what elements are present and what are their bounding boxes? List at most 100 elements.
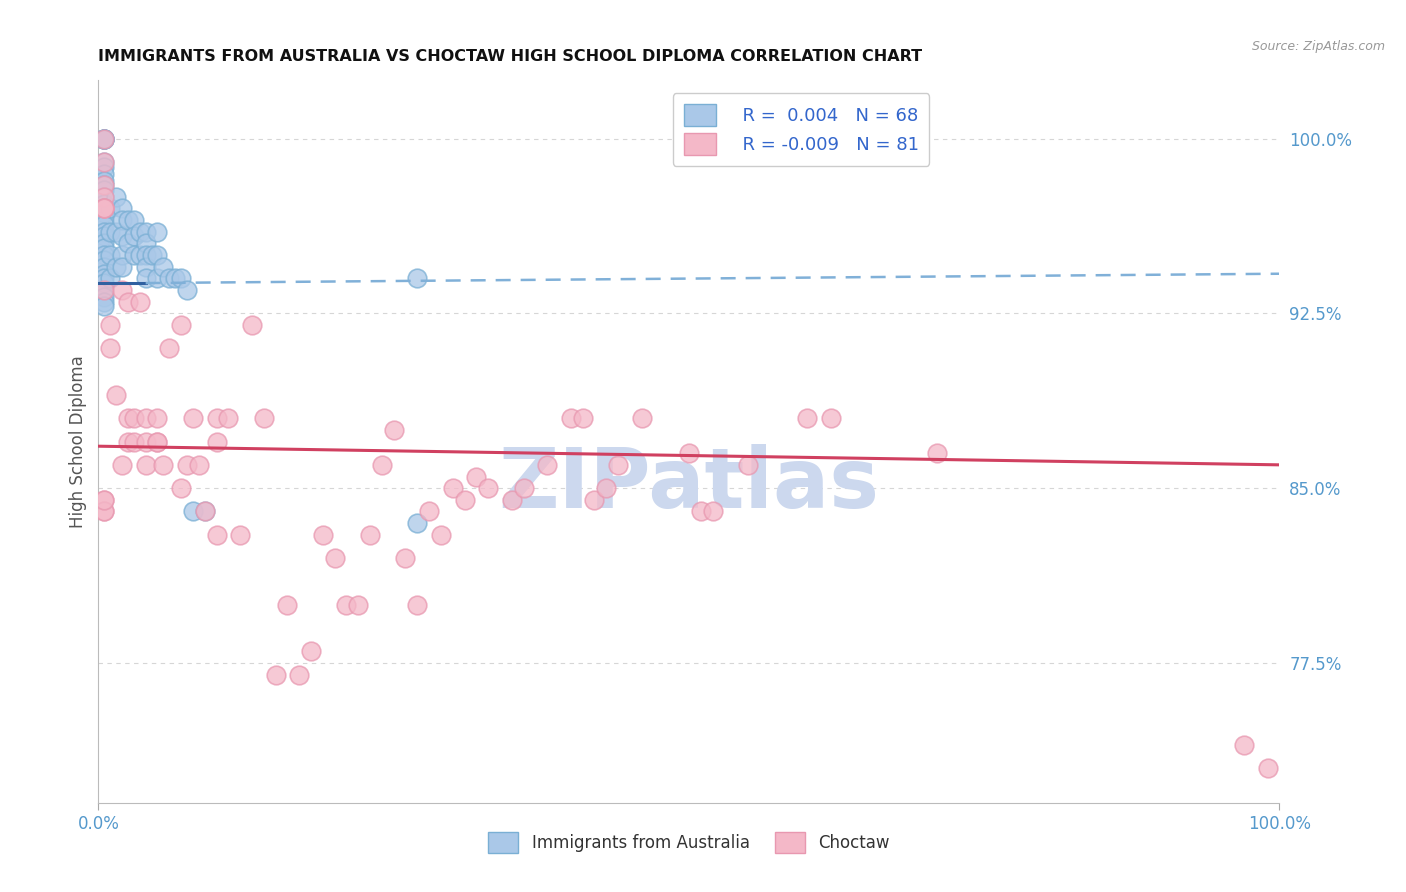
Point xyxy=(276,598,298,612)
Point xyxy=(430,528,453,542)
Point xyxy=(93,190,115,204)
Point xyxy=(117,213,139,227)
Point xyxy=(607,458,630,472)
Point xyxy=(157,341,180,355)
Point xyxy=(146,434,169,449)
Point xyxy=(93,183,115,197)
Point xyxy=(194,504,217,518)
Point xyxy=(146,271,169,285)
Point xyxy=(146,225,169,239)
Point xyxy=(796,411,818,425)
Point xyxy=(194,504,217,518)
Point xyxy=(93,492,115,507)
Point xyxy=(111,248,134,262)
Point xyxy=(117,236,139,251)
Point xyxy=(93,218,115,232)
Point xyxy=(264,667,287,681)
Point xyxy=(93,202,115,216)
Point xyxy=(93,236,115,251)
Point xyxy=(441,481,464,495)
Point xyxy=(170,271,193,285)
Point xyxy=(152,260,174,274)
Point xyxy=(93,294,115,309)
Point xyxy=(176,458,198,472)
Point xyxy=(93,131,115,145)
Point xyxy=(152,458,174,472)
Point xyxy=(135,271,157,285)
Point xyxy=(93,178,115,193)
Point xyxy=(117,434,139,449)
Point xyxy=(93,283,115,297)
Point xyxy=(93,504,115,518)
Point xyxy=(925,446,948,460)
Point xyxy=(702,504,724,518)
Point xyxy=(93,131,115,145)
Point xyxy=(117,294,139,309)
Point xyxy=(93,202,115,216)
Point xyxy=(382,423,405,437)
Point xyxy=(205,434,228,449)
Point xyxy=(678,446,700,460)
Point xyxy=(465,469,488,483)
Point xyxy=(595,481,617,495)
Point xyxy=(111,260,134,274)
Point xyxy=(93,260,115,274)
Point xyxy=(93,202,115,216)
Point xyxy=(111,229,134,244)
Point xyxy=(335,598,357,612)
Point xyxy=(165,271,187,285)
Point xyxy=(93,202,115,216)
Point xyxy=(560,411,582,425)
Text: IMMIGRANTS FROM AUSTRALIA VS CHOCTAW HIGH SCHOOL DIPLOMA CORRELATION CHART: IMMIGRANTS FROM AUSTRALIA VS CHOCTAW HIG… xyxy=(98,49,922,64)
Point xyxy=(111,213,134,227)
Point xyxy=(98,341,121,355)
Point xyxy=(453,492,475,507)
Point xyxy=(1257,761,1279,775)
Point xyxy=(93,248,115,262)
Point xyxy=(93,271,115,285)
Point xyxy=(477,481,499,495)
Point xyxy=(170,318,193,332)
Point xyxy=(93,241,115,255)
Point xyxy=(205,528,228,542)
Point xyxy=(122,229,145,244)
Point xyxy=(93,131,115,145)
Point xyxy=(93,276,115,290)
Point xyxy=(122,411,145,425)
Point xyxy=(135,225,157,239)
Point xyxy=(406,516,429,530)
Point xyxy=(135,458,157,472)
Text: Source: ZipAtlas.com: Source: ZipAtlas.com xyxy=(1251,40,1385,54)
Point xyxy=(98,225,121,239)
Point xyxy=(253,411,276,425)
Point xyxy=(299,644,322,658)
Point xyxy=(93,283,115,297)
Point xyxy=(93,160,115,174)
Point xyxy=(347,598,370,612)
Point xyxy=(135,248,157,262)
Point xyxy=(630,411,652,425)
Point xyxy=(122,434,145,449)
Point xyxy=(501,492,523,507)
Point xyxy=(93,173,115,187)
Point xyxy=(176,283,198,297)
Point xyxy=(98,318,121,332)
Point xyxy=(394,551,416,566)
Point xyxy=(93,229,115,244)
Point xyxy=(205,411,228,425)
Point xyxy=(135,236,157,251)
Point xyxy=(93,206,115,220)
Point xyxy=(93,267,115,281)
Point xyxy=(105,190,128,204)
Point xyxy=(93,131,115,145)
Point xyxy=(128,294,150,309)
Point xyxy=(98,202,121,216)
Point xyxy=(135,411,157,425)
Point xyxy=(157,271,180,285)
Point xyxy=(689,504,711,518)
Point xyxy=(105,260,128,274)
Point xyxy=(583,492,606,507)
Point xyxy=(93,131,115,145)
Point xyxy=(93,154,115,169)
Point xyxy=(146,434,169,449)
